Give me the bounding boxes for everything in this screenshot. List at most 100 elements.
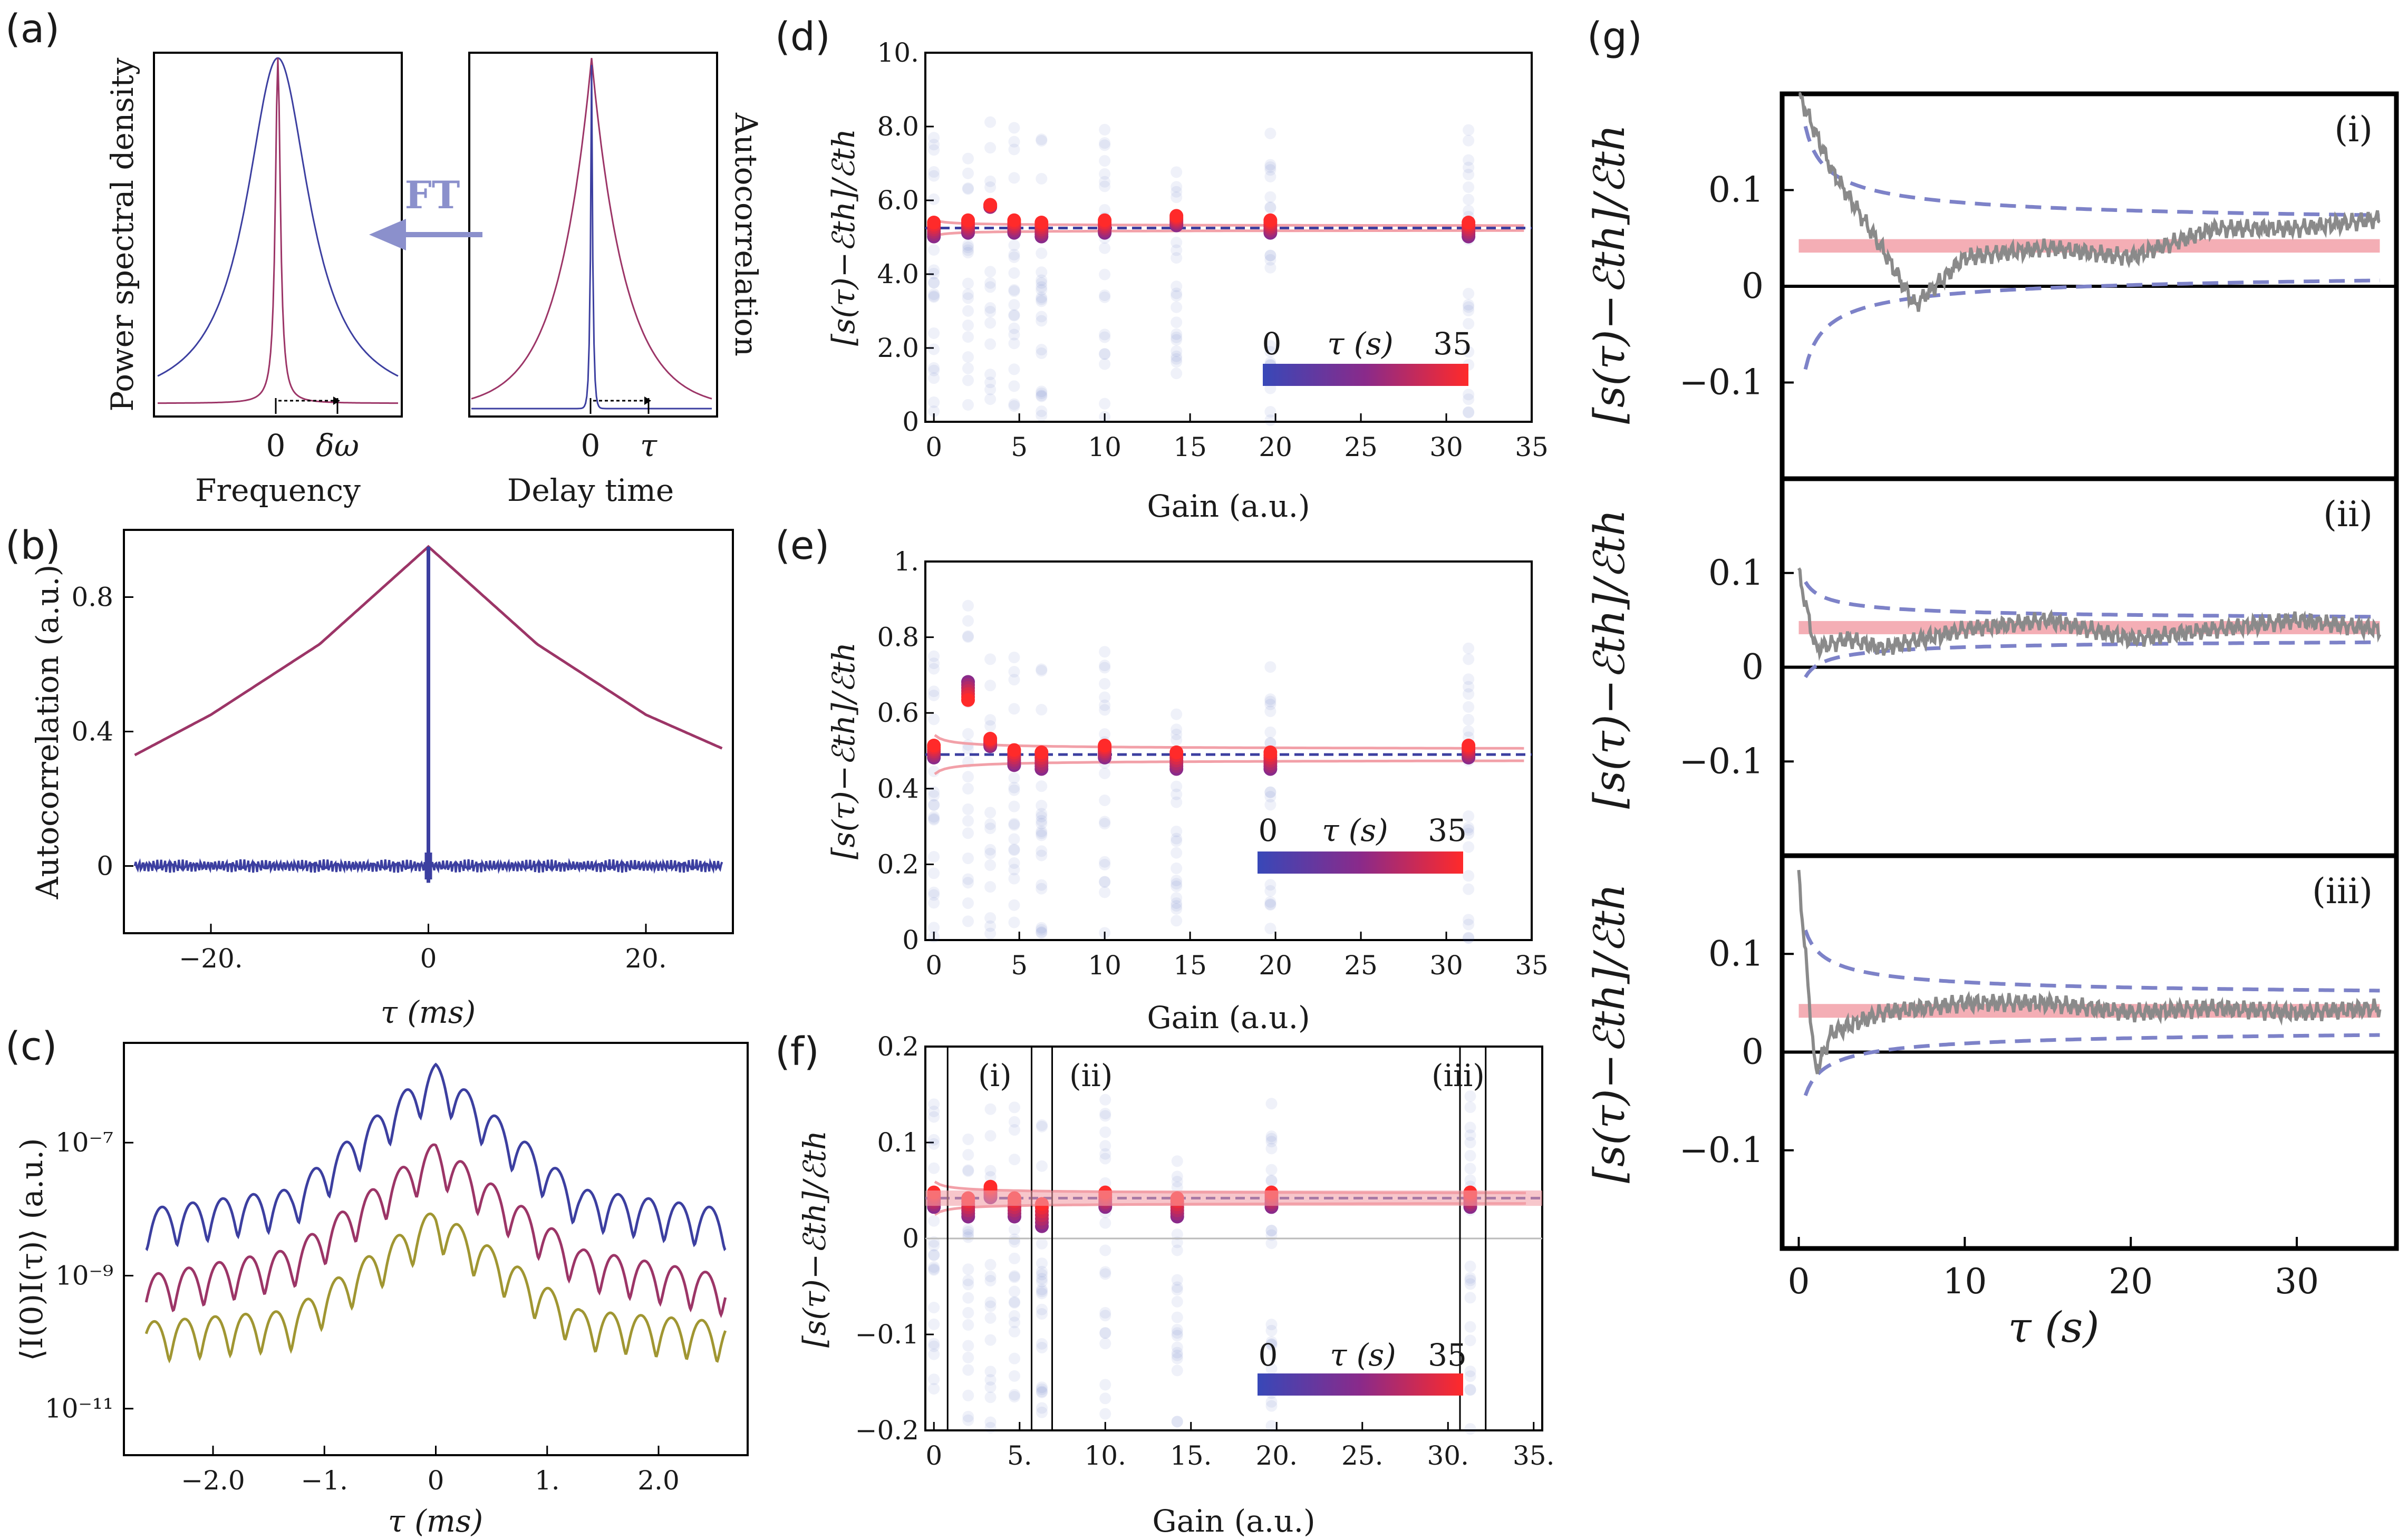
e-spread-point [1463, 914, 1475, 926]
f-spread-point [984, 1165, 997, 1177]
f-spread-point [1099, 1327, 1111, 1339]
e-spread-point [962, 803, 974, 815]
e-spread-point [1463, 688, 1475, 700]
e-y-axis-label: [s(τ)−ℰth]/ℰth [826, 642, 862, 859]
f-spread-point [1036, 1303, 1048, 1315]
b-ytick-label: 0.4 [71, 717, 113, 747]
panel-c-curves [144, 1062, 727, 1364]
f-spread-point [1171, 1352, 1183, 1364]
d-spread-point [984, 383, 997, 395]
f-spread-point [984, 1391, 997, 1404]
f-window-iii: (iii) [1432, 1058, 1485, 1093]
g-envelope-lower [1803, 278, 2380, 370]
e-spread-point [984, 807, 997, 819]
e-spread-point [928, 657, 940, 670]
e-spread-point [1099, 728, 1111, 740]
f-spread-point [1036, 1285, 1048, 1298]
d-ytick-label: 2.0 [877, 333, 919, 363]
f-spread-point [1036, 1237, 1048, 1250]
e-spread-point [1463, 701, 1475, 713]
e-spread-point [1099, 927, 1111, 939]
f-spread-point [962, 1279, 974, 1291]
g-trace [1797, 869, 2382, 1075]
panel-e-frame [924, 560, 1533, 941]
f-spread-point [1036, 1342, 1048, 1354]
f-spread-point [1099, 1310, 1111, 1322]
f-cbar-min: 0 [1259, 1337, 1278, 1373]
e-spread-point [928, 799, 940, 811]
autocorr-broad-curve [471, 57, 712, 400]
d-point [983, 198, 998, 212]
d-spread-point [962, 247, 974, 259]
f-spread-point [1009, 1271, 1020, 1283]
e-spread-point [1036, 829, 1048, 841]
f-spread-point [1171, 1281, 1183, 1293]
b-ytick-label: 0.8 [71, 582, 113, 613]
d-spread-point [1463, 161, 1475, 173]
d-spread-point [1036, 293, 1048, 305]
d-ytick-label: 0 [902, 406, 919, 437]
e-spread-point [1036, 815, 1048, 827]
e-spread-point [984, 844, 997, 856]
c-xtick-label: 1. [535, 1465, 560, 1496]
e-spread-point [1099, 646, 1111, 658]
d-spread-point [928, 372, 940, 384]
panel-b-curves [133, 545, 723, 883]
f-spread-point [984, 1366, 997, 1378]
e-xtick-label: 5 [1011, 950, 1028, 981]
e-spread-point [984, 859, 997, 871]
f-spread-point [1099, 1327, 1111, 1339]
g-xtick-label: 10 [1942, 1261, 1987, 1302]
e-spread-point [1036, 879, 1048, 891]
g-ytick-label: 0.1 [1708, 553, 1764, 593]
f-spread-point [1009, 1233, 1020, 1245]
f-spread-point [1265, 1336, 1278, 1348]
f-spread-point [1464, 1272, 1476, 1284]
e-spread-point [1264, 791, 1276, 803]
e-spread-point [962, 771, 974, 783]
d-spread-point [1036, 347, 1048, 360]
panel-label-d: (d) [775, 14, 830, 60]
d-spread-point [1036, 390, 1048, 402]
d-spread-point [962, 183, 974, 195]
f-spread-point [1464, 1121, 1476, 1134]
f-xtick-label: 30. [1427, 1440, 1469, 1471]
d-spread-point [1264, 346, 1276, 358]
c-series-bottom [144, 1212, 727, 1364]
e-spread-point [928, 889, 940, 901]
d-spread-point [1099, 398, 1111, 410]
d-spread-point [984, 175, 997, 187]
f-spread-point [984, 1271, 997, 1283]
psd-broad-curve [157, 57, 399, 377]
d-spread-point [962, 244, 974, 256]
e-spread-point [1264, 898, 1276, 910]
f-xtick-label: 15. [1170, 1440, 1212, 1471]
e-spread-point [1008, 666, 1020, 678]
f-point [983, 1179, 998, 1194]
d-ytick-label: 10. [877, 37, 919, 68]
e-spread-point [1099, 856, 1111, 868]
d-colorbar [1263, 364, 1468, 386]
e-spread-point [1036, 780, 1048, 792]
panel-label-f: (f) [775, 1029, 819, 1075]
d-xtick-label: 20 [1259, 432, 1292, 462]
f-spread-point [928, 1098, 940, 1110]
e-spread-point [928, 922, 940, 934]
f-spread-point [1171, 1327, 1183, 1339]
e-spread-point [984, 822, 997, 835]
f-spread-point [1464, 1129, 1476, 1141]
f-spread-point [962, 1263, 974, 1275]
e-spread-point [1171, 897, 1183, 909]
e-spread-point [928, 650, 940, 662]
d-spread-point [1171, 353, 1183, 365]
e-spread-point [1008, 800, 1020, 812]
f-spread-point [1265, 1324, 1278, 1337]
d-spread-point [1036, 266, 1048, 278]
f-spread-point [1171, 1274, 1183, 1286]
d-spread-point [962, 331, 974, 343]
f-spread-point [1265, 1396, 1278, 1408]
d-spread-point [928, 139, 940, 151]
f-spread-point [962, 1351, 974, 1363]
d-spread-point [1171, 301, 1183, 313]
d-spread-point [1463, 181, 1475, 193]
